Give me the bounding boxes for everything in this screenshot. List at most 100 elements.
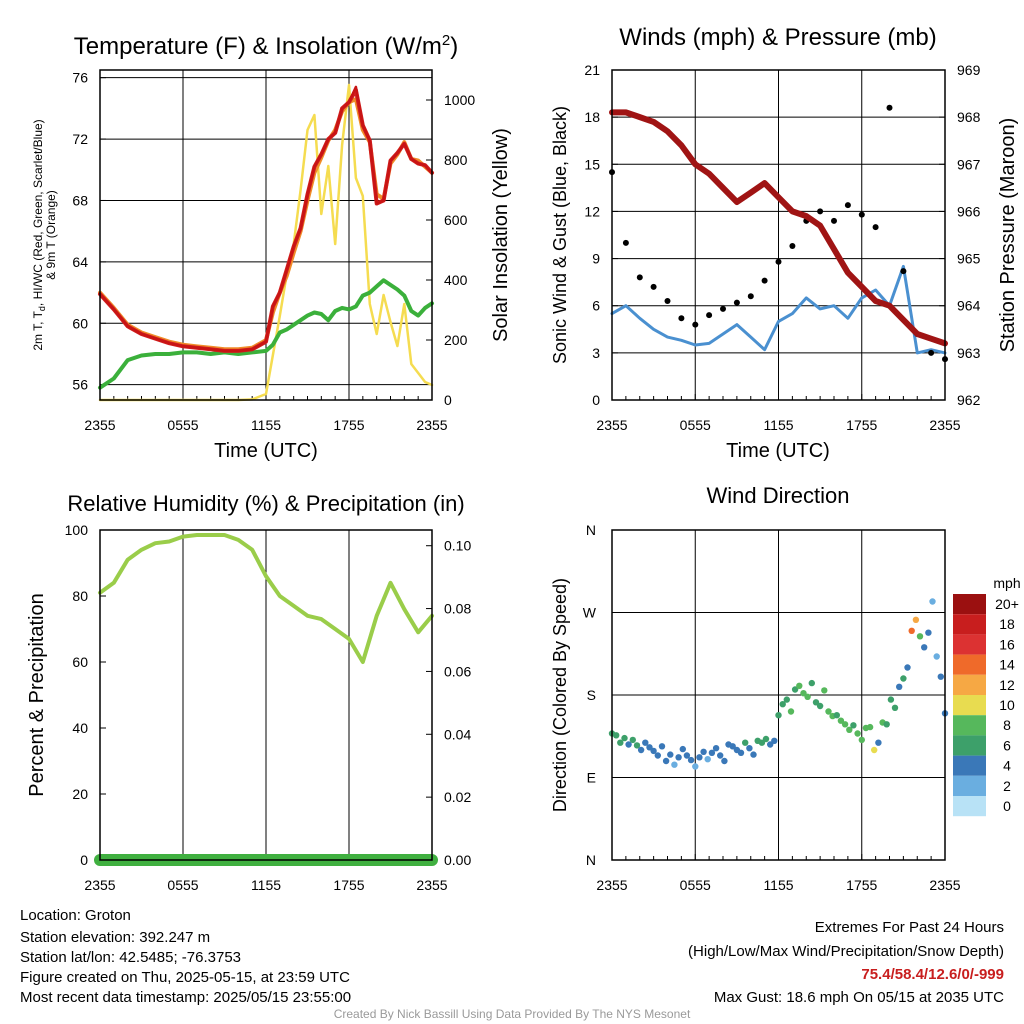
wind-gust-point — [733, 299, 740, 306]
dir-point — [671, 761, 678, 768]
legend-swatch — [953, 594, 986, 615]
dir-point — [808, 679, 815, 687]
dir-point — [696, 754, 703, 761]
dir-point — [762, 735, 770, 743]
max-gust: Max Gust: 18.6 mph On 05/15 at 2035 UTC — [713, 989, 1004, 1006]
wind-gust-point — [858, 211, 865, 218]
wind-gust-point — [775, 258, 782, 265]
wind-y-tick-label: 21 — [584, 62, 600, 78]
dir-point — [925, 629, 932, 636]
rh-y2-tick-label: 0.10 — [444, 538, 471, 554]
dir-y-axis-label: Direction (Colored By Speed) — [550, 578, 570, 812]
temp-y2-tick-label: 800 — [444, 152, 468, 168]
dir-point — [921, 644, 928, 651]
wind-gust-point — [636, 274, 643, 281]
dir-point — [662, 757, 670, 765]
legend-label: 0 — [1003, 798, 1011, 814]
wind-x-tick-label: 0555 — [680, 417, 711, 433]
dir-point — [683, 752, 691, 759]
wind-y-tick-label: 6 — [592, 298, 600, 314]
wind-gust-point — [761, 277, 768, 284]
temp-y2-tick-label: 1000 — [444, 92, 475, 108]
dir-x-tick-label: 1155 — [763, 877, 793, 893]
wind-y2-tick-label: 966 — [957, 203, 981, 219]
dir-point — [787, 708, 795, 715]
rh-y2-tick-label: 0.06 — [444, 663, 471, 679]
legend-label: 8 — [1003, 717, 1011, 733]
rh-y-tick-label: 100 — [65, 522, 89, 538]
rh-y-tick-label: 80 — [72, 588, 88, 604]
wind-x-tick-label: 2355 — [929, 417, 960, 433]
dir-point — [708, 749, 716, 756]
temp-series-dewpoint — [98, 278, 434, 390]
dir-point — [717, 752, 724, 759]
dir-point — [896, 683, 903, 690]
dir-point — [858, 736, 865, 744]
wind-gust-point — [720, 305, 726, 312]
dir-x-tick-label: 2355 — [929, 877, 960, 893]
dir-point — [704, 756, 711, 763]
legend-label: 6 — [1003, 737, 1011, 753]
wind-gust-point — [900, 268, 907, 275]
rh-y-tick-label: 0 — [80, 852, 88, 868]
legend-swatch — [953, 654, 986, 675]
dir-y-tick-label: N — [586, 522, 596, 538]
dir-point — [904, 664, 911, 671]
dir-point — [891, 704, 899, 711]
footer-recent: Most recent data timestamp: 2025/05/15 2… — [20, 989, 352, 1006]
wind-plot-frame — [611, 69, 946, 401]
wind-y-tick-label: 0 — [592, 392, 600, 408]
wind-title: Winds (mph) & Pressure (mb) — [619, 24, 936, 51]
footer-created: Figure created on Thu, 2025-05-15, at 23… — [20, 969, 350, 986]
dir-point — [750, 751, 757, 758]
dir-point — [796, 682, 803, 689]
legend-label: 2 — [1003, 778, 1011, 794]
dir-point — [871, 746, 878, 754]
dir-point — [850, 722, 857, 729]
rh-plot-frame — [99, 529, 433, 861]
dir-point — [908, 627, 915, 634]
wind-y2-tick-label: 968 — [957, 109, 981, 125]
legend-swatch — [953, 695, 986, 716]
rh-y-tick-label: 40 — [72, 720, 88, 736]
legend-label: 10 — [999, 697, 1015, 713]
temp-plot-frame — [99, 69, 433, 401]
temp-x-tick-label: 2355 — [84, 417, 115, 433]
dir-point — [933, 653, 940, 660]
rh-x-tick-label: 2355 — [416, 877, 447, 893]
legend-swatch — [953, 755, 986, 776]
dir-title: Wind Direction — [706, 483, 849, 508]
temp-y2-tick-label: 400 — [444, 272, 468, 288]
dir-point — [825, 708, 832, 715]
credit-line: Created By Nick Bassill Using Data Provi… — [333, 1007, 691, 1021]
dir-point — [783, 696, 790, 703]
wind-y2-axis-label: Station Pressure (Maroon) — [997, 118, 1019, 353]
wind-y2-tick-label: 969 — [957, 62, 981, 78]
dir-point — [779, 701, 786, 708]
dir-point — [746, 745, 753, 752]
legend-swatch — [953, 775, 986, 796]
wind-gust-point — [706, 312, 713, 319]
dir-point — [613, 732, 620, 739]
wind-y2-tick-label: 963 — [957, 345, 981, 361]
legend-label: 16 — [999, 636, 1015, 652]
temp-series-heat_index — [98, 85, 434, 353]
legend-swatch — [953, 735, 986, 756]
temp-y2-axis-label: Solar Insolation (Yellow) — [490, 128, 512, 342]
legend-label: 4 — [1003, 758, 1011, 774]
dir-point — [841, 721, 849, 728]
dir-point — [800, 690, 807, 697]
wind-y2-tick-label: 964 — [957, 298, 981, 314]
dir-point — [629, 736, 636, 744]
dir-point — [721, 757, 728, 765]
rh-y2-tick-label: 0.04 — [444, 726, 471, 742]
rh-x-tick-label: 1155 — [251, 877, 281, 893]
dir-y-tick-label: S — [587, 687, 596, 703]
legend-label: 12 — [999, 677, 1015, 693]
wind-y-axis-label: Sonic Wind & Gust (Blue, Black) — [550, 106, 570, 364]
wind-gust-point — [831, 217, 837, 224]
wind-gust-point — [664, 298, 671, 304]
dir-point — [737, 749, 745, 756]
wind-x-axis-label: Time (UTC) — [726, 440, 830, 462]
dir-point — [900, 675, 907, 682]
